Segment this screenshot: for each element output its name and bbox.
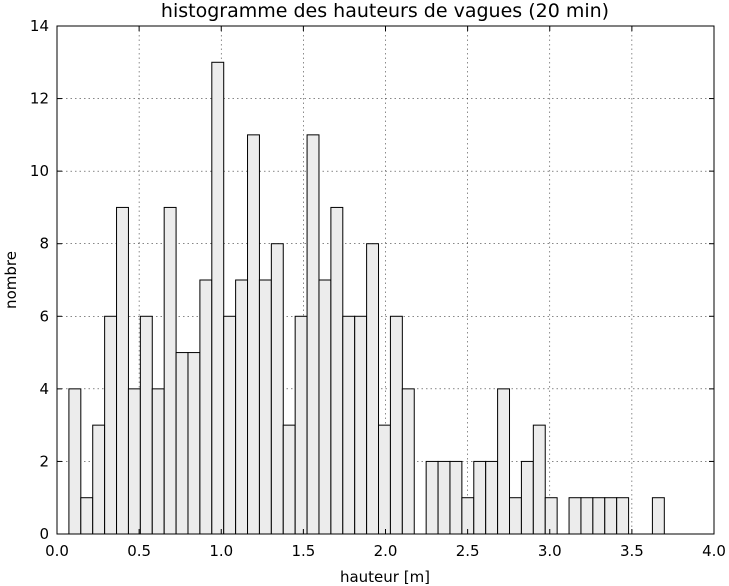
- histogram-bar: [449, 460, 463, 535]
- histogram-bar: [580, 497, 594, 535]
- y-tick-label: 6: [39, 307, 49, 325]
- y-tick-label: 12: [30, 90, 49, 108]
- histogram-bar: [116, 206, 129, 535]
- histogram-bar: [175, 352, 189, 535]
- histogram-bar: [389, 315, 403, 535]
- y-axis-label: nombre: [2, 251, 20, 309]
- ticks: 0.0 0.5 1.0 1.5 2.0 2.5 3.0 3.5 4.0 0 2 4 6 8 10 12 14: [30, 17, 726, 560]
- histogram-bar: [509, 497, 522, 535]
- histogram-bar: [651, 497, 665, 535]
- histogram-bar: [104, 315, 118, 535]
- histogram-bar: [163, 206, 177, 535]
- histogram-bar: [235, 279, 249, 535]
- histogram-bar: [604, 497, 618, 535]
- histogram-bar: [139, 315, 153, 535]
- histogram-bar: [354, 315, 368, 535]
- histogram-bar: [473, 460, 487, 535]
- y-tick-label: 8: [39, 235, 49, 253]
- y-tick-label: 0: [39, 525, 49, 543]
- histogram-bar: [330, 206, 344, 535]
- histogram-bar: [437, 460, 451, 535]
- y-tick-label: 2: [39, 452, 49, 470]
- histogram-bar: [127, 388, 141, 535]
- x-axis-label: hauteur [m]: [340, 568, 430, 586]
- x-tick-label: 4.0: [702, 542, 726, 560]
- histogram-bar: [270, 243, 284, 535]
- bars: [68, 61, 665, 535]
- y-tick-label: 10: [30, 162, 49, 180]
- histogram-bar: [366, 243, 380, 535]
- histogram-bar: [425, 460, 439, 535]
- histogram-bar: [92, 424, 106, 535]
- histogram-bar: [68, 388, 82, 535]
- histogram-bar: [223, 315, 237, 535]
- y-tick-label: 14: [30, 17, 49, 35]
- histogram-bar: [532, 424, 546, 535]
- x-tick-label: 3.5: [620, 542, 644, 560]
- chart-title: histogramme des hauteurs de vagues (20 m…: [161, 0, 609, 22]
- x-tick-label: 2.5: [456, 542, 480, 560]
- histogram-bar: [199, 279, 213, 535]
- histogram-bar: [378, 424, 391, 535]
- histogram-bar: [151, 388, 165, 535]
- x-tick-label: 0.0: [45, 542, 69, 560]
- histogram-bar: [80, 497, 94, 535]
- x-tick-label: 1.5: [291, 542, 315, 560]
- histogram-bar: [544, 497, 558, 535]
- histogram-bar: [616, 497, 630, 535]
- histogram-bar: [211, 61, 225, 535]
- histogram-bar: [282, 424, 296, 535]
- x-tick-label: 1.0: [209, 542, 233, 560]
- x-tick-label: 0.5: [127, 542, 151, 560]
- histogram-bar: [294, 315, 308, 535]
- histogram-bar: [592, 497, 606, 535]
- histogram-bar: [247, 134, 260, 535]
- histogram-bar: [258, 279, 272, 535]
- histogram-bar: [520, 460, 534, 535]
- histogram-bar: [401, 388, 415, 535]
- histogram-bar: [497, 388, 511, 535]
- x-tick-label: 3.0: [538, 542, 562, 560]
- histogram-bar: [461, 497, 475, 535]
- x-tick-label: 2.0: [374, 542, 398, 560]
- histogram-bar: [485, 460, 499, 535]
- histogram-bar: [187, 352, 201, 535]
- y-tick-label: 4: [39, 380, 49, 398]
- histogram-bar: [306, 134, 320, 535]
- histogram-bar: [342, 315, 356, 535]
- histogram-bar: [568, 497, 582, 535]
- histogram-bar: [318, 279, 332, 535]
